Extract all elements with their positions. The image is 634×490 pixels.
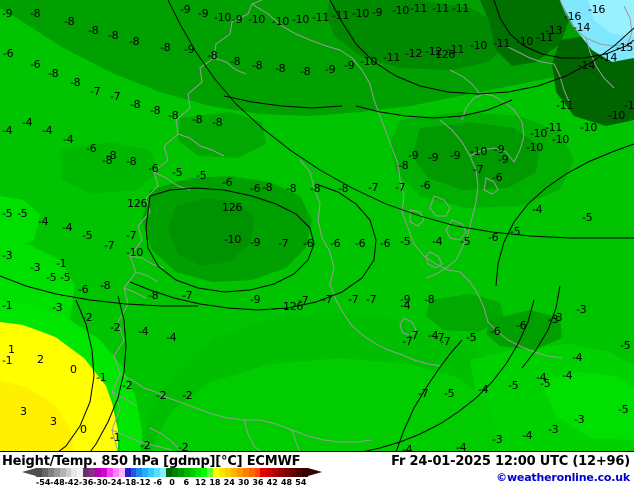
geopotential-height-label: 126 bbox=[283, 300, 304, 313]
colorbar-swatch bbox=[100, 468, 107, 477]
colorbar-tick: -42 bbox=[64, 478, 80, 487]
colorbar-tick-labels: -54 -48 -42 -36 -30 -24 -18 -12 -6 0 6 12 18 24 30 36 42… bbox=[36, 478, 308, 489]
colorbar-swatch bbox=[171, 468, 178, 477]
colorbar-tick: 30 bbox=[238, 478, 250, 487]
colorbar-swatch bbox=[225, 468, 231, 477]
contour-126-nw bbox=[167, 0, 634, 239]
colorbar-swatch bbox=[95, 468, 101, 477]
geopotential-height-label: 126 bbox=[127, 197, 148, 210]
colorbar-swatch bbox=[248, 468, 255, 477]
weather-map-canvas[interactable]: -8 -8 -8 -8 -8 -8 -9 -8 -8 -8 -8 -8 -9 -9 -10 -11 -12 -12… bbox=[0, 0, 634, 452]
colorbar-tick: 24 bbox=[223, 478, 235, 487]
copyright-notice: ©weatheronline.co.uk bbox=[496, 471, 630, 484]
colorbar-swatch bbox=[53, 468, 60, 477]
temp-band-cyan-cold-2 bbox=[588, 0, 634, 36]
map-layers bbox=[0, 0, 634, 451]
map-valid-time: Fr 24-01-2025 12:00 UTC (12+96) bbox=[391, 454, 630, 469]
temp-band-bright-green-2 bbox=[0, 196, 40, 250]
temp-band-ne-darkest bbox=[480, 0, 570, 66]
colorbar-tick: 6 bbox=[183, 478, 190, 487]
colorbar-swatch bbox=[201, 468, 208, 477]
colorbar-swatch bbox=[189, 468, 196, 477]
colorbar[interactable]: -54 -48 -42 -36 -30 -24 -18 -12 -6 0 6 12 18 24 30 36 42… bbox=[22, 468, 322, 490]
colorbar-tick: 12 bbox=[195, 478, 207, 487]
colorbar-tick: -54 bbox=[35, 478, 51, 487]
colorbar-swatch bbox=[195, 468, 202, 477]
colorbar-swatch bbox=[272, 468, 279, 477]
colorbar-swatch bbox=[112, 468, 119, 477]
colorbar-tick: 54 bbox=[295, 478, 307, 487]
temp-band-dark-core-2 bbox=[168, 198, 254, 266]
colorbar-swatch bbox=[183, 468, 190, 477]
geopotential-contour-layer bbox=[0, 0, 634, 451]
temp-band-east-dark bbox=[412, 122, 540, 190]
colorbar-swatch bbox=[278, 468, 285, 477]
colorbar-tick: -24 bbox=[107, 478, 122, 487]
colorbar-tick: 48 bbox=[280, 478, 293, 487]
colorbar-swatch bbox=[106, 468, 113, 477]
colorbar-tick: -36 bbox=[78, 478, 94, 487]
colorbar-swatch bbox=[47, 468, 54, 477]
colorbar-swatch bbox=[230, 468, 237, 477]
temp-band-lightgreen-belt bbox=[0, 300, 142, 451]
colorbar-tick: -12 bbox=[136, 478, 151, 487]
colorbar-swatch bbox=[266, 468, 273, 477]
temp-pocket-3 bbox=[60, 142, 160, 194]
colorbar-swatch bbox=[83, 468, 90, 477]
geopotential-height-label: 126 bbox=[222, 201, 243, 214]
colorbar-swatch bbox=[124, 468, 131, 477]
temp-band-north-darker bbox=[326, 0, 506, 70]
colorbar-swatch bbox=[130, 468, 137, 477]
colorbar-swatch bbox=[213, 468, 220, 477]
colorbar-swatch bbox=[71, 468, 78, 477]
colorbar-swatch bbox=[254, 468, 261, 477]
colorbar-swatch bbox=[289, 468, 296, 477]
map-footer: Height/Temp. 850 hPa [gdmp][°C] ECMWF Fr… bbox=[0, 452, 634, 490]
colorbar-tick: 18 bbox=[209, 478, 221, 487]
colorbar-swatch bbox=[260, 468, 267, 477]
map-title: Height/Temp. 850 hPa [gdmp][°C] ECMWF bbox=[2, 454, 301, 469]
colorbar-swatch bbox=[242, 468, 249, 477]
colorbar-right-arrow bbox=[308, 468, 322, 476]
colorbar-swatch bbox=[165, 468, 172, 477]
colorbar-swatch bbox=[236, 468, 243, 477]
colorbar-tick: -48 bbox=[50, 478, 65, 487]
colorbar-swatch bbox=[65, 468, 72, 477]
colorbar-swatch bbox=[160, 468, 166, 477]
colorbar-swatch bbox=[77, 468, 84, 477]
colorbar-swatches[interactable] bbox=[36, 468, 308, 477]
temp-pocket-1 bbox=[426, 294, 504, 332]
colorbar-swatch bbox=[295, 468, 302, 477]
colorbar-swatch bbox=[219, 468, 225, 477]
temp-band-yellow-deep bbox=[0, 380, 74, 451]
contour-126-south bbox=[129, 183, 377, 311]
colorbar-tick: 42 bbox=[266, 478, 278, 487]
colorbar-swatch bbox=[59, 468, 66, 477]
colorbar-tick: -30 bbox=[93, 478, 108, 487]
geopotential-height-label: 126 bbox=[435, 48, 456, 61]
colorbar-swatch bbox=[142, 468, 149, 477]
temp-band-se-light2 bbox=[540, 372, 634, 440]
colorbar-swatch bbox=[177, 468, 184, 477]
colorbar-swatch bbox=[301, 468, 308, 477]
temp-band-south bbox=[150, 358, 500, 451]
colorbar-tick: -6 bbox=[153, 478, 163, 487]
contour-126-closed bbox=[145, 187, 315, 293]
colorbar-swatch bbox=[36, 468, 42, 477]
colorbar-tick: -18 bbox=[121, 478, 137, 487]
colorbar-tick: 36 bbox=[252, 478, 264, 487]
colorbar-swatch bbox=[136, 468, 143, 477]
colorbar-swatch bbox=[284, 468, 290, 477]
colorbar-tick: 0 bbox=[169, 478, 175, 487]
colorbar-swatch bbox=[148, 468, 155, 477]
colorbar-swatch bbox=[89, 468, 96, 477]
colorbar-left-arrow bbox=[22, 468, 36, 476]
colorbar-swatch bbox=[41, 468, 48, 477]
colorbar-swatch bbox=[207, 468, 214, 477]
colorbar-swatch bbox=[154, 468, 161, 477]
colorbar-swatch bbox=[118, 468, 125, 477]
